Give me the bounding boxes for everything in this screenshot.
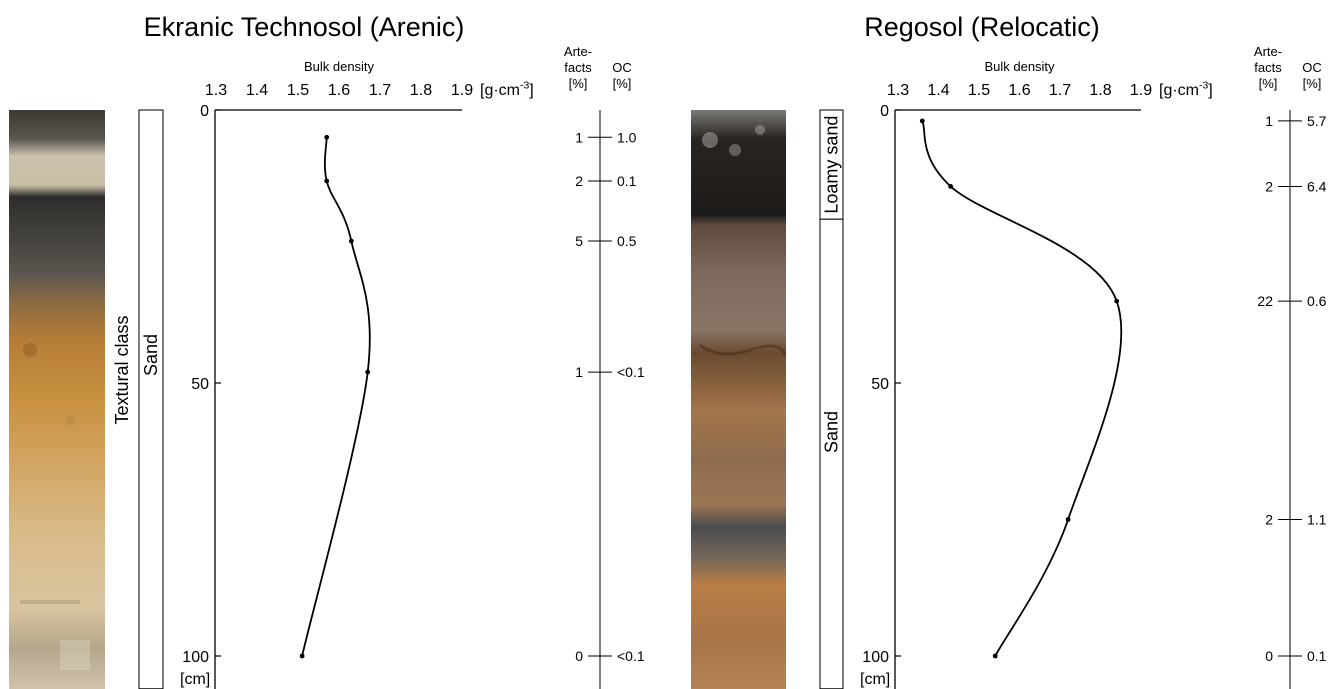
chart-title-right: Regosol (Relocatic) [864, 12, 1100, 42]
artefacts-header: Arte- [564, 44, 592, 59]
x-tick-label: 1.6 [328, 82, 350, 99]
x-axis-unit: [g·cm-3] [480, 81, 534, 99]
artefacts-value: 1 [1265, 113, 1273, 129]
artefacts-header: facts [1254, 60, 1282, 75]
textural-class-column-left: Sand [138, 109, 164, 689]
artefacts-value: 1 [575, 364, 583, 380]
x-tick-label: 1.8 [1089, 82, 1111, 99]
artefacts-unit: [%] [1259, 76, 1278, 91]
oc-value: 1.0 [617, 129, 637, 145]
artefacts-header: Arte- [1254, 44, 1282, 59]
bulk-density-point [365, 369, 371, 375]
artefacts-value: 0 [575, 648, 583, 664]
x-tick-label: 1.7 [369, 82, 391, 99]
bulk-density-point [948, 184, 954, 189]
artefacts-value: 2 [1265, 512, 1273, 528]
x-tick-label: 1.5 [968, 82, 990, 99]
bulk-density-point [919, 118, 925, 124]
bulk-density-panel-right: Bulk density 1.3 1.4 1.5 1.6 1.7 1.8 1.9 [g·cm-3… [860, 59, 1213, 689]
x-tick-label: 1.4 [927, 82, 949, 99]
oc-unit: [%] [1303, 76, 1322, 91]
x-tick-label: 1.9 [1130, 82, 1152, 99]
bulk-density-point [992, 653, 998, 659]
artefacts-oc-column-left: Arte-facts[%]OC[%]1 1.02 0.15 0.51 <0.10 <0.1 [564, 44, 645, 689]
soil-photo-left [9, 110, 105, 689]
artefacts-value: 2 [575, 173, 583, 189]
bulk-density-point [1065, 517, 1071, 522]
x-axis-label: Bulk density [304, 59, 375, 74]
artefacts-value: 22 [1257, 293, 1273, 309]
soil-photo-right [691, 110, 786, 689]
oc-value: 6.4 [1307, 178, 1327, 194]
bulk-density-line [301, 137, 371, 657]
y-axis-unit: [cm] [180, 671, 210, 688]
y-tick-label: 100 [182, 649, 209, 666]
oc-value: 0.6 [1307, 293, 1327, 309]
y-tick-label: 0 [200, 103, 209, 120]
soil-photo-texture [20, 125, 787, 670]
bulk-density-line [921, 120, 1123, 657]
artefacts-value: 1 [575, 129, 583, 145]
textural-class-name: Sand [822, 411, 842, 453]
oc-value: 0.1 [617, 173, 637, 189]
textural-class-label: Textural class [112, 315, 132, 424]
bulk-density-point [299, 653, 305, 659]
artefacts-header: facts [564, 60, 592, 75]
x-tick-label: 1.5 [287, 82, 309, 99]
x-axis-unit: [g·cm-3] [1159, 81, 1213, 99]
y-tick-label: 50 [871, 376, 889, 393]
x-tick-label: 1.8 [410, 82, 432, 99]
bulk-density-point [1114, 298, 1120, 304]
oc-unit: [%] [613, 76, 632, 91]
x-tick-label: 1.9 [451, 82, 473, 99]
oc-header: OC [612, 60, 632, 75]
artefacts-value: 5 [575, 233, 583, 249]
x-tick-label: 1.3 [887, 82, 909, 99]
x-axis-label: Bulk density [984, 59, 1055, 74]
textural-class-column-right: Loamy sand Sand [819, 109, 844, 689]
artefacts-oc-column-right: Arte-facts[%]OC[%]1 5.72 6.422 0.62 1.10 0.1 [1254, 44, 1327, 689]
oc-value: 1.1 [1307, 512, 1327, 528]
oc-value: 5.7 [1307, 113, 1327, 129]
oc-value: 0.5 [617, 233, 637, 249]
textural-class-name: Loamy sand [822, 116, 842, 214]
bulk-density-point [324, 178, 330, 184]
bulk-density-panel-left: Bulk density 1.3 1.4 1.5 1.6 1.7 1.8 1.9 [g·cm-3… [180, 59, 534, 689]
oc-value: <0.1 [617, 364, 645, 380]
y-tick-label: 50 [191, 376, 209, 393]
chart-title-left: Ekranic Technosol (Arenic) [144, 12, 465, 42]
oc-header: OC [1302, 60, 1322, 75]
artefacts-value: 0 [1265, 648, 1273, 664]
oc-value: <0.1 [617, 648, 645, 664]
oc-value: 0.1 [1307, 648, 1327, 664]
y-axis-unit: [cm] [860, 671, 890, 688]
bulk-density-point [348, 238, 354, 244]
y-tick-label: 100 [862, 649, 889, 666]
x-tick-label: 1.3 [205, 82, 227, 99]
artefacts-unit: [%] [569, 76, 588, 91]
x-tick-label: 1.7 [1049, 82, 1071, 99]
y-tick-label: 0 [880, 103, 889, 120]
bulk-density-point [324, 134, 330, 140]
x-tick-label: 1.6 [1008, 82, 1030, 99]
artefacts-value: 2 [1265, 178, 1273, 194]
textural-class-name: Sand [141, 334, 161, 376]
textural-class-box [138, 109, 164, 689]
x-tick-label: 1.4 [246, 82, 268, 99]
